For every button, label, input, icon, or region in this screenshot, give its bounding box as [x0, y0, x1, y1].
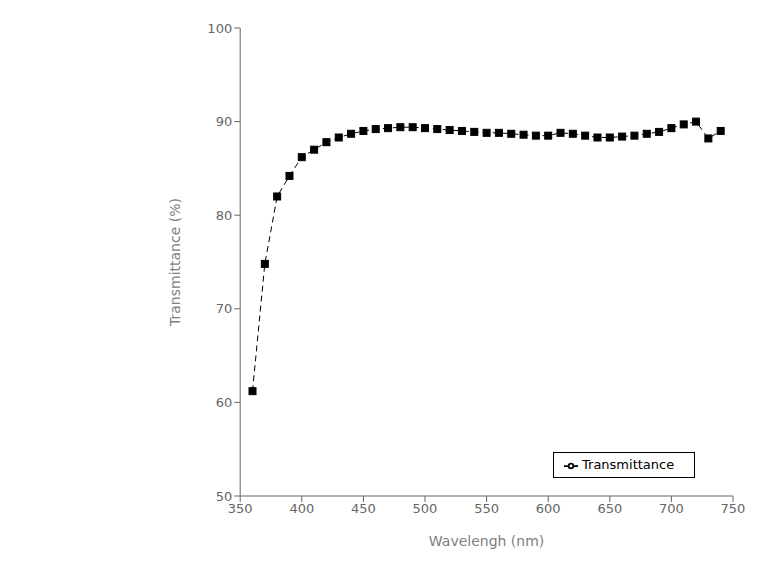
svg-text:550: 550 — [474, 501, 499, 516]
svg-text:750: 750 — [721, 501, 746, 516]
html-text:Transmittance: Transmittance — [582, 457, 675, 472]
svg-text:100: 100 — [207, 21, 232, 36]
svg-text:50: 50 — [216, 489, 233, 504]
svg-text:70: 70 — [216, 301, 233, 316]
svg-text:450: 450 — [351, 501, 376, 516]
svg-text:350: 350 — [227, 501, 253, 517]
svg-text:650: 650 — [597, 501, 622, 516]
svg-text:Transmittance (%): Transmittance (%) — [167, 198, 183, 327]
svg-text:90: 90 — [216, 114, 233, 129]
svg-text:Wavelengh (nm): Wavelengh (nm) — [429, 533, 544, 549]
svg-text:600: 600 — [536, 501, 561, 516]
svg-text:60: 60 — [216, 395, 233, 410]
svg-text:700: 700 — [659, 501, 684, 516]
svg-text:400: 400 — [289, 501, 314, 516]
svg-text:80: 80 — [216, 208, 233, 223]
svg-text:500: 500 — [413, 501, 438, 516]
